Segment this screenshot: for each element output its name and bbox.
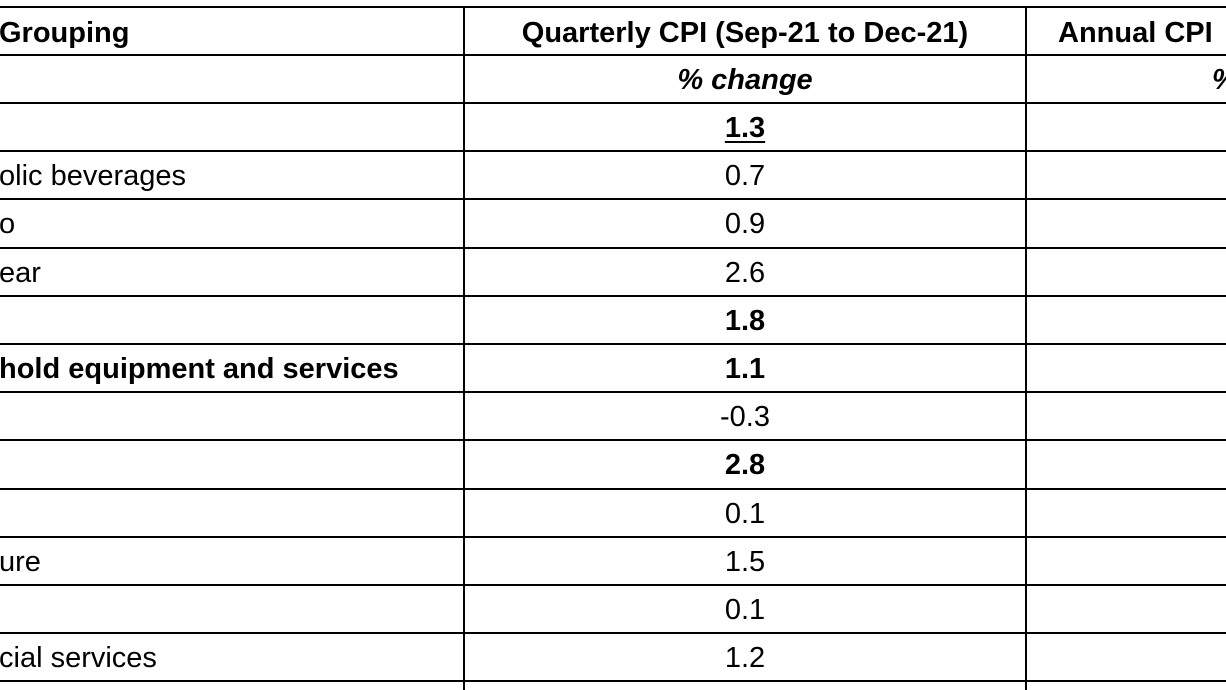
table-border	[0, 6, 1226, 8]
row-value: 1.3	[724, 112, 766, 144]
row-border	[0, 54, 1226, 56]
header-cell: Grouping	[0, 17, 130, 49]
row-border	[0, 150, 1226, 153]
row-border	[0, 198, 1226, 201]
row-border	[0, 584, 1226, 586]
column-border	[1025, 6, 1027, 690]
row-value: 1.8	[724, 304, 766, 337]
column-border	[463, 6, 465, 690]
row-border	[0, 391, 1226, 394]
header-cell: Quarterly CPI (Sep-21 to Dec-21)	[521, 17, 969, 49]
row-border	[0, 102, 1226, 104]
row-border	[0, 246, 1226, 249]
row-value: 0.7	[724, 160, 766, 193]
header-cell: Annual CPI	[1058, 17, 1213, 49]
row-border	[0, 535, 1226, 538]
row-label: ure	[0, 545, 41, 578]
row-border	[0, 680, 1226, 683]
row-label: o	[0, 208, 16, 241]
row-border	[0, 343, 1226, 345]
row-value: 0.1	[724, 594, 766, 626]
row-value: 0.1	[724, 497, 766, 530]
row-label: hold equipment and services	[0, 353, 399, 385]
row-value: 1.1	[724, 353, 766, 385]
row-value: 0.9	[724, 208, 766, 241]
unit-cell: % change	[677, 64, 813, 96]
row-label: ear	[0, 256, 41, 289]
row-value: -0.3	[720, 401, 770, 434]
row-border	[0, 294, 1226, 297]
row-value: 1.2	[724, 642, 766, 675]
row-label: cial services	[0, 642, 157, 675]
row-border	[0, 487, 1226, 490]
row-value: 2.6	[724, 256, 766, 289]
row-value: 1.5	[724, 545, 766, 578]
row-value: 2.8	[724, 449, 766, 482]
row-border	[0, 439, 1226, 442]
unit-cell: %	[1212, 56, 1226, 104]
row-border	[0, 632, 1226, 635]
row-label: olic beverages	[0, 160, 186, 193]
